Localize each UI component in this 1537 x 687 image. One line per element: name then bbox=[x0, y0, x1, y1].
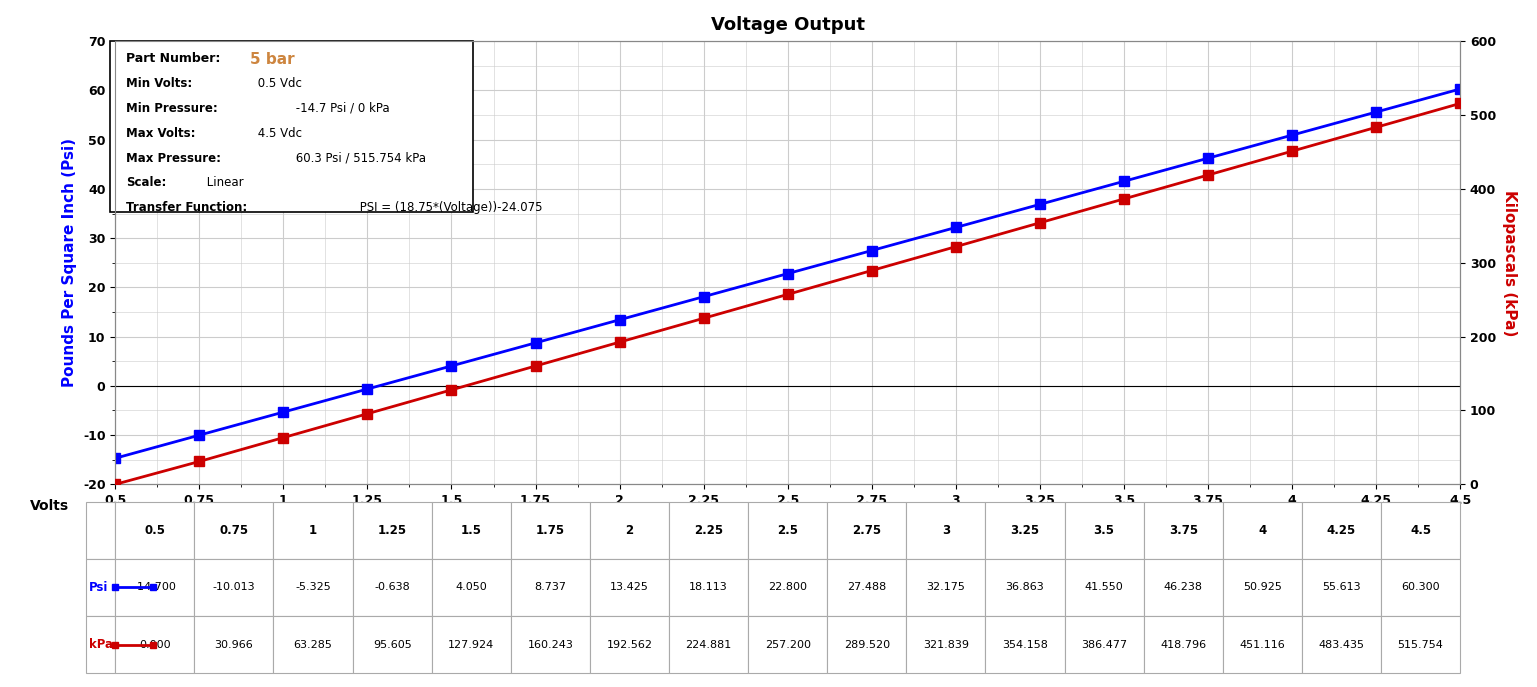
Title: Voltage Output: Voltage Output bbox=[710, 16, 865, 34]
Text: Transfer Function:: Transfer Function: bbox=[126, 201, 247, 214]
Y-axis label: Pounds Per Square Inch (Psi): Pounds Per Square Inch (Psi) bbox=[63, 138, 77, 387]
Text: 4.5 Vdc: 4.5 Vdc bbox=[254, 126, 301, 139]
Text: Scale:: Scale: bbox=[126, 177, 166, 190]
Text: Min Pressure:: Min Pressure: bbox=[126, 102, 218, 115]
Text: Min Volts:: Min Volts: bbox=[126, 77, 192, 90]
Text: Volts: Volts bbox=[31, 499, 69, 513]
Text: Part Number:: Part Number: bbox=[126, 52, 220, 65]
Text: -14.7 Psi / 0 kPa: -14.7 Psi / 0 kPa bbox=[292, 102, 390, 115]
Text: 60.3 Psi / 515.754 kPa: 60.3 Psi / 515.754 kPa bbox=[292, 152, 426, 165]
Text: Linear: Linear bbox=[203, 177, 243, 190]
Text: PSI = (18.75*(Voltage))-24.075: PSI = (18.75*(Voltage))-24.075 bbox=[357, 201, 543, 214]
Y-axis label: Kilopascals (kPa): Kilopascals (kPa) bbox=[1502, 190, 1517, 336]
Text: Max Volts:: Max Volts: bbox=[126, 126, 195, 139]
Text: Max Pressure:: Max Pressure: bbox=[126, 152, 221, 165]
FancyBboxPatch shape bbox=[111, 41, 473, 212]
Text: 0.5 Vdc: 0.5 Vdc bbox=[254, 77, 301, 90]
Text: 5 bar: 5 bar bbox=[249, 52, 295, 67]
